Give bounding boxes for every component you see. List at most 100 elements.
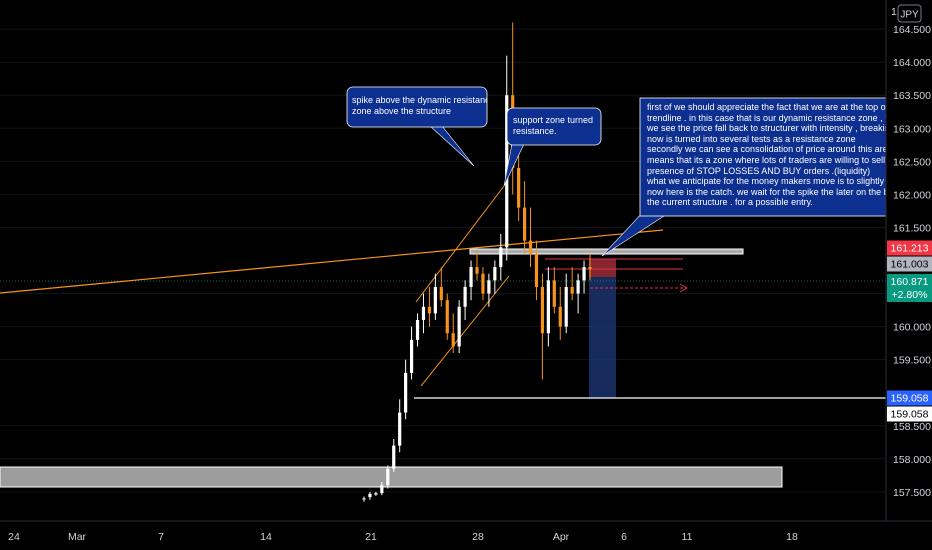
candle-body bbox=[564, 286, 568, 327]
main-callout-line: secondly we can see a consolidation of p… bbox=[647, 144, 886, 155]
candle-body bbox=[421, 306, 426, 320]
time-scale-ticks: 24 Mar 7 14 21 28 Apr 6 11 18 bbox=[8, 531, 798, 543]
candle-body bbox=[404, 372, 408, 413]
time-tick-label: Mar bbox=[68, 531, 87, 543]
candle-body bbox=[570, 286, 574, 294]
time-tick-label: 28 bbox=[472, 531, 484, 543]
main-callout-line: presence of STOP LOSSES AND BUY orders .… bbox=[647, 165, 871, 176]
target-zone[interactable] bbox=[589, 277, 616, 398]
candle-body bbox=[433, 286, 437, 314]
candle-body bbox=[362, 498, 366, 500]
candle-body bbox=[481, 273, 485, 294]
price-label-box bbox=[887, 256, 932, 272]
projection-arrow-head bbox=[679, 283, 689, 293]
candle-body bbox=[386, 468, 390, 486]
price-label-box bbox=[887, 390, 932, 406]
support-callout-line: support zone turned bbox=[513, 115, 594, 125]
candle-body bbox=[469, 267, 473, 287]
stop-zone[interactable] bbox=[589, 259, 616, 277]
spike-callout-line: spike above the dynamic resistance bbox=[352, 95, 487, 105]
candle-body bbox=[392, 445, 396, 469]
main-callout-line: we see the price fall back to structurer… bbox=[647, 123, 886, 134]
price-tick-label: 161.500 bbox=[893, 222, 931, 234]
lower-demand-zone[interactable] bbox=[0, 466, 783, 488]
candle-body bbox=[463, 286, 467, 307]
candle-body bbox=[517, 167, 521, 208]
price-tick-label: 158.500 bbox=[893, 421, 931, 433]
candle-body bbox=[558, 306, 562, 327]
time-tick-label: 18 bbox=[786, 531, 798, 543]
price-tick-label: 162.000 bbox=[893, 189, 931, 201]
support-callout[interactable]: support zone turned resistance. bbox=[506, 107, 602, 146]
price-tick-label: 163.000 bbox=[893, 123, 931, 135]
candle-body bbox=[522, 207, 527, 241]
price-label-text: 159.058 bbox=[891, 409, 929, 421]
candle-body bbox=[439, 286, 443, 301]
candle-body bbox=[451, 333, 455, 347]
candle-body bbox=[368, 493, 372, 498]
candle-body bbox=[499, 247, 503, 268]
candle-body bbox=[528, 240, 533, 254]
dynamic-resistance-trendline[interactable] bbox=[0, 229, 664, 294]
main-callout-line: first of we should appreciate the fact t… bbox=[647, 102, 886, 112]
spike-callout-line: zone above the structure bbox=[352, 105, 452, 116]
candle-body bbox=[457, 306, 461, 347]
price-label-text: 161.003 bbox=[891, 259, 929, 271]
price-tick-label: 159.500 bbox=[893, 355, 931, 367]
candle-body bbox=[493, 267, 497, 281]
price-label-text: 161.213 bbox=[891, 243, 929, 255]
main-callout-line: trendline . in this case that is our dyn… bbox=[647, 112, 886, 123]
currency-badge-text: JPY bbox=[900, 10, 919, 21]
main-analysis-callout[interactable]: first of we should appreciate the fact t… bbox=[639, 97, 887, 217]
price-label-box bbox=[887, 274, 932, 302]
candle-body bbox=[445, 300, 449, 334]
support-callout-line: resistance. bbox=[513, 125, 557, 136]
main-callout-line: what we anticipate for the money makers … bbox=[647, 176, 886, 187]
candle-body bbox=[398, 412, 402, 446]
channel-lower-line[interactable] bbox=[420, 275, 510, 387]
price-tick-label: 158.000 bbox=[893, 454, 931, 466]
candle-body bbox=[374, 493, 378, 495]
candle-body bbox=[534, 253, 539, 287]
time-tick-label: 24 bbox=[8, 531, 20, 543]
price-tick-label: 163.500 bbox=[893, 90, 931, 102]
price-label-box bbox=[887, 406, 932, 422]
candle-body bbox=[552, 280, 556, 307]
main-callout-line: now here is the catch. we wait for the s… bbox=[647, 186, 886, 197]
candle-body bbox=[409, 339, 414, 373]
main-callout-line: the current structure . for a possible e… bbox=[647, 197, 813, 208]
main-callout-line: means that its a zone where lots of trad… bbox=[647, 154, 886, 165]
candle-body bbox=[588, 267, 592, 270]
time-tick-label: Apr bbox=[553, 531, 570, 543]
time-tick-label: 14 bbox=[260, 531, 272, 543]
price-tick-label: 162.500 bbox=[893, 156, 931, 168]
time-tick-label: 21 bbox=[365, 531, 377, 543]
candle-body bbox=[546, 280, 550, 334]
price-labels: 161.213 161.003 160.871+2.80% 159.058 159.05… bbox=[887, 240, 932, 422]
time-tick-label: 6 bbox=[621, 531, 627, 543]
candle-body bbox=[540, 286, 545, 334]
candle-body bbox=[487, 280, 491, 294]
time-tick-label: 11 bbox=[682, 531, 693, 543]
time-scale-background[interactable] bbox=[0, 521, 932, 550]
price-label-text: 160.871 bbox=[891, 276, 929, 288]
candle-body bbox=[427, 306, 432, 314]
time-tick-label: 7 bbox=[158, 531, 164, 543]
spike-callout[interactable]: spike above the dynamic resistance zone … bbox=[346, 86, 488, 128]
price-label-change: +2.80% bbox=[892, 289, 928, 301]
candle-body bbox=[582, 267, 586, 281]
candle-body bbox=[475, 267, 479, 274]
candle-body bbox=[576, 280, 580, 294]
price-label-box bbox=[887, 240, 932, 256]
main-callout-line: now is turned into several tests as a re… bbox=[647, 133, 856, 144]
price-tick-label: 160.000 bbox=[893, 322, 931, 334]
candle-body bbox=[415, 319, 420, 340]
price-label-text: 159.058 bbox=[891, 393, 929, 405]
price-tick-label: 157.500 bbox=[893, 487, 931, 499]
price-tick-label: 164.500 bbox=[893, 24, 931, 36]
candle-body bbox=[380, 485, 384, 494]
currency-badge[interactable]: JPY bbox=[897, 4, 922, 23]
price-tick-label: 164.000 bbox=[893, 57, 931, 69]
channel-upper-line[interactable] bbox=[415, 185, 505, 303]
